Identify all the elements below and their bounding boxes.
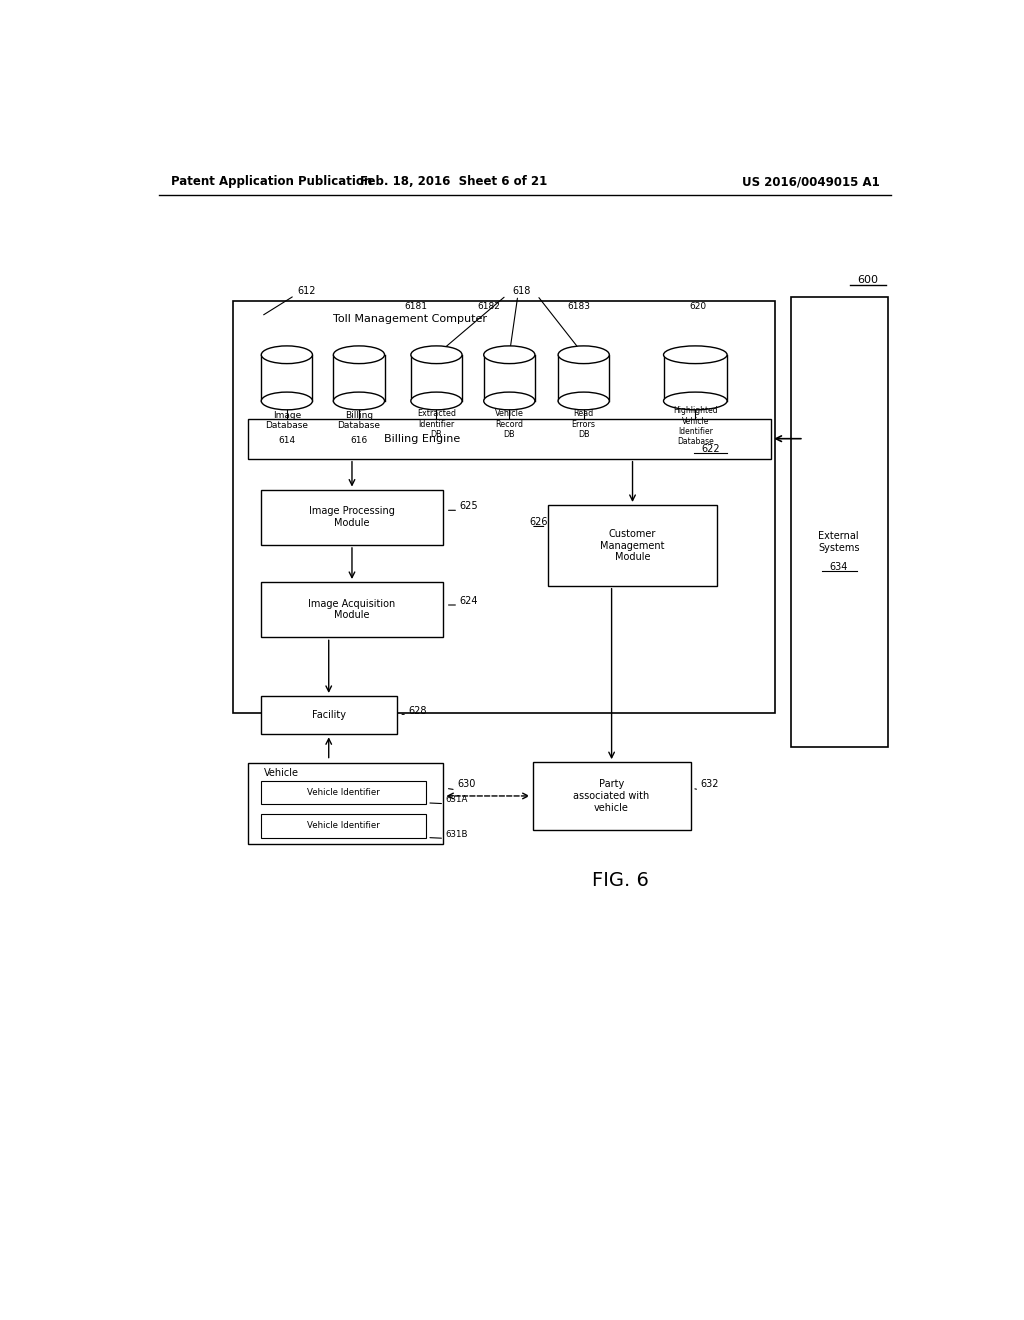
FancyBboxPatch shape	[261, 814, 426, 838]
Text: FIG. 6: FIG. 6	[592, 871, 648, 890]
Ellipse shape	[483, 392, 535, 409]
Bar	[261, 355, 312, 401]
Text: 6182: 6182	[477, 302, 500, 310]
Text: 628: 628	[409, 706, 427, 717]
Bar	[483, 355, 535, 401]
Text: Image
Database: Image Database	[265, 411, 308, 430]
Text: Customer
Management
Module: Customer Management Module	[600, 529, 665, 562]
Bar	[411, 355, 462, 401]
FancyBboxPatch shape	[261, 490, 443, 545]
Text: 620: 620	[689, 302, 707, 310]
Ellipse shape	[334, 346, 385, 363]
Ellipse shape	[664, 346, 727, 363]
FancyBboxPatch shape	[248, 418, 771, 459]
Ellipse shape	[558, 346, 609, 363]
Bar	[664, 355, 727, 401]
Text: 626: 626	[529, 517, 548, 527]
Text: Vehicle Identifier: Vehicle Identifier	[307, 788, 380, 796]
Ellipse shape	[483, 346, 535, 363]
Text: 616: 616	[350, 436, 368, 445]
FancyBboxPatch shape	[261, 582, 443, 638]
Text: Image Processing
Module: Image Processing Module	[309, 507, 395, 528]
Text: Read
Errors
DB: Read Errors DB	[571, 409, 596, 440]
FancyBboxPatch shape	[261, 780, 426, 804]
Text: Patent Application Publication: Patent Application Publication	[171, 176, 372, 187]
Text: 632: 632	[700, 779, 719, 788]
Text: 612: 612	[297, 286, 315, 296]
Text: Feb. 18, 2016  Sheet 6 of 21: Feb. 18, 2016 Sheet 6 of 21	[359, 176, 547, 187]
Text: Vehicle
Record
DB: Vehicle Record DB	[495, 409, 523, 440]
Text: 625: 625	[460, 502, 478, 511]
Text: Highlighted
Vehicle
Identifier
Database: Highlighted Vehicle Identifier Database	[673, 407, 718, 446]
Text: Party
associated with
vehicle: Party associated with vehicle	[573, 779, 649, 813]
FancyBboxPatch shape	[248, 763, 443, 843]
Text: Extracted
Identifier
DB: Extracted Identifier DB	[417, 409, 456, 440]
Text: Facility: Facility	[311, 710, 346, 721]
Ellipse shape	[261, 392, 312, 409]
Text: External
Systems: External Systems	[818, 531, 859, 553]
Text: Vehicle: Vehicle	[263, 768, 299, 777]
Ellipse shape	[411, 346, 462, 363]
Text: 634: 634	[829, 561, 848, 572]
FancyBboxPatch shape	[791, 297, 888, 747]
Text: 618: 618	[513, 286, 530, 296]
Ellipse shape	[558, 392, 609, 409]
Text: US 2016/0049015 A1: US 2016/0049015 A1	[742, 176, 880, 187]
Bar	[334, 355, 385, 401]
FancyBboxPatch shape	[261, 696, 397, 734]
Text: Vehicle Identifier: Vehicle Identifier	[307, 821, 380, 830]
Text: Billing Engine: Billing Engine	[384, 434, 460, 444]
Ellipse shape	[334, 392, 385, 409]
FancyBboxPatch shape	[532, 762, 691, 830]
Text: Toll Management Computer: Toll Management Computer	[334, 314, 487, 323]
Text: 630: 630	[458, 779, 476, 788]
Text: 6183: 6183	[567, 302, 591, 310]
Text: Image Acquisition
Module: Image Acquisition Module	[308, 599, 395, 620]
Text: 631A: 631A	[445, 795, 468, 804]
FancyBboxPatch shape	[548, 506, 717, 586]
Text: 614: 614	[279, 436, 296, 445]
Text: Billing
Database: Billing Database	[338, 411, 381, 430]
Ellipse shape	[664, 392, 727, 409]
Text: 600: 600	[858, 275, 879, 285]
Text: 622: 622	[701, 445, 720, 454]
Ellipse shape	[411, 392, 462, 409]
Text: 631B: 631B	[445, 830, 468, 840]
Text: 6181: 6181	[404, 302, 428, 310]
Bar	[558, 355, 609, 401]
Ellipse shape	[261, 346, 312, 363]
FancyBboxPatch shape	[232, 301, 775, 713]
Text: 624: 624	[460, 597, 478, 606]
